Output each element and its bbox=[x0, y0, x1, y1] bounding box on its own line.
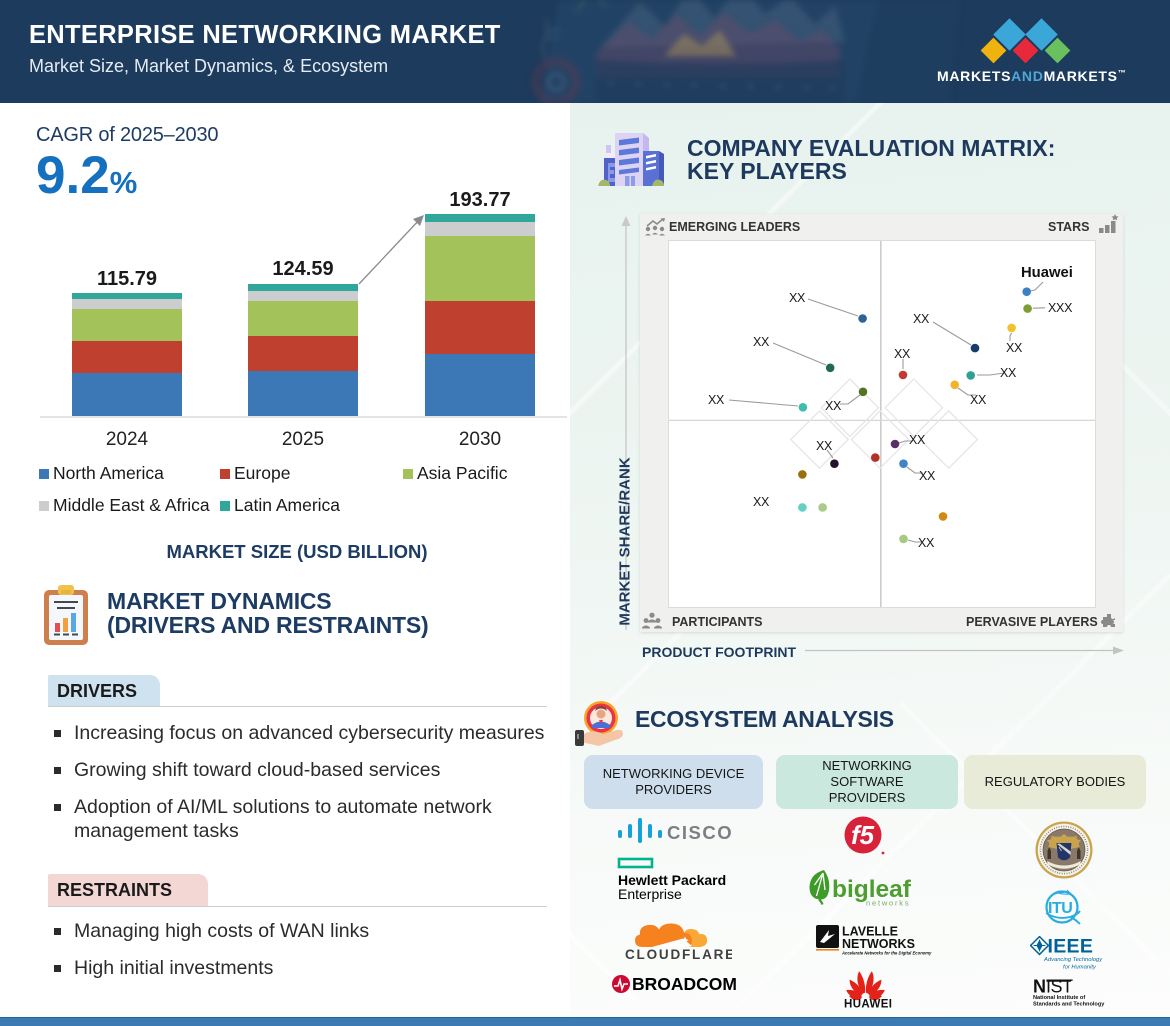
svg-text:XX: XX bbox=[789, 291, 806, 305]
svg-text:XX: XX bbox=[825, 399, 842, 413]
svg-text:IEEE: IEEE bbox=[1048, 936, 1094, 958]
svg-text:National Institute of: National Institute of bbox=[1033, 995, 1085, 1001]
svg-text:Accelerate Networks for the Di: Accelerate Networks for the Digital Econ… bbox=[841, 951, 932, 956]
svg-text:XX: XX bbox=[708, 393, 725, 407]
svg-text:BROADCOM: BROADCOM bbox=[632, 974, 737, 994]
svg-text:Standards and Technology: Standards and Technology bbox=[1033, 1002, 1105, 1008]
svg-text:Huawei: Huawei bbox=[1021, 265, 1073, 281]
svg-text:XXX: XXX bbox=[1048, 301, 1073, 315]
svg-text:Hewlett Packard: Hewlett Packard bbox=[618, 872, 726, 888]
svg-text:f5: f5 bbox=[851, 820, 875, 850]
svg-text:NETWORKS: NETWORKS bbox=[842, 937, 915, 951]
svg-text:XX: XX bbox=[1006, 341, 1023, 355]
svg-text:XX: XX bbox=[909, 433, 926, 447]
svg-text:IST: IST bbox=[1046, 978, 1073, 997]
svg-text:XX: XX bbox=[1000, 366, 1017, 380]
svg-text:Enterprise: Enterprise bbox=[618, 886, 682, 902]
svg-text:XX: XX bbox=[816, 439, 833, 453]
svg-text:XX: XX bbox=[970, 393, 987, 407]
svg-text:Advancing Technology: Advancing Technology bbox=[1043, 957, 1103, 963]
svg-text:LAVELLE: LAVELLE bbox=[842, 925, 898, 939]
svg-text:CISCO: CISCO bbox=[667, 822, 733, 843]
svg-text:XX: XX bbox=[894, 347, 911, 361]
svg-text:XX: XX bbox=[918, 536, 935, 550]
svg-text:HUAWEI: HUAWEI bbox=[844, 999, 892, 1011]
svg-text:XX: XX bbox=[913, 312, 930, 326]
svg-text:XX: XX bbox=[919, 469, 936, 483]
svg-text:ITU: ITU bbox=[1048, 900, 1072, 917]
svg-text:XX: XX bbox=[753, 335, 770, 349]
svg-text:networks: networks bbox=[866, 899, 910, 908]
svg-text:XX: XX bbox=[753, 495, 770, 509]
svg-text:N: N bbox=[1033, 978, 1046, 997]
svg-text:CLOUDFLARE': CLOUDFLARE' bbox=[625, 947, 732, 961]
svg-text:for Humanity: for Humanity bbox=[1063, 965, 1097, 971]
svg-text:bigleaf: bigleaf bbox=[832, 876, 912, 903]
